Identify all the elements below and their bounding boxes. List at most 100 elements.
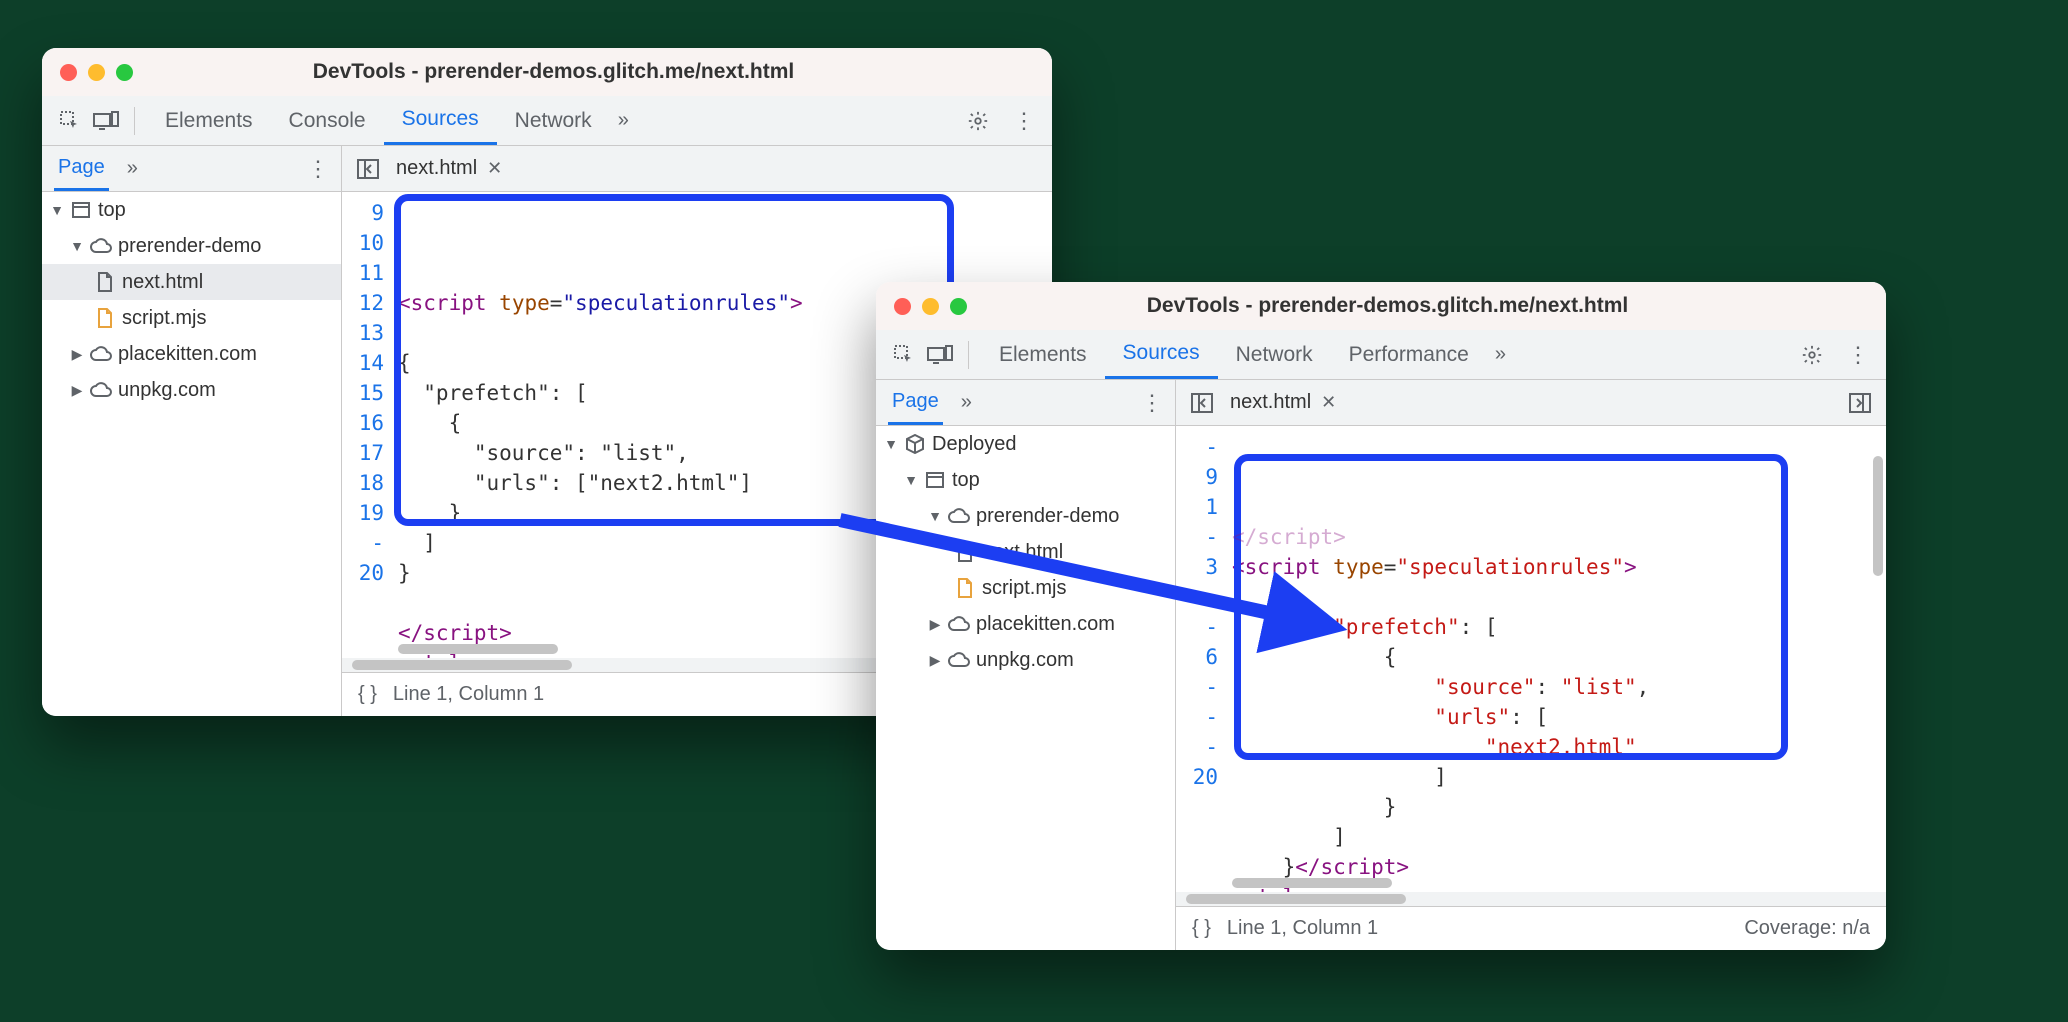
nav-kebab-icon[interactable]: ⋮	[1141, 390, 1163, 416]
panel-tabs: Elements Console Sources Network »	[147, 96, 637, 145]
minimize-icon[interactable]	[922, 298, 939, 315]
separator	[968, 341, 969, 369]
vscroll-thumb[interactable]	[1873, 456, 1883, 576]
cloud-icon	[948, 505, 970, 527]
tree-file-js[interactable]: script.mjs	[876, 570, 1175, 606]
close-tab-icon[interactable]: ✕	[1321, 392, 1336, 413]
device-icon[interactable]	[924, 339, 956, 371]
window-title: DevTools - prerender-demos.glitch.me/nex…	[133, 60, 974, 84]
code-area[interactable]: -91-3--6---20 </script><script type="spe…	[1176, 426, 1886, 892]
tab-network[interactable]: Network	[1218, 330, 1331, 379]
format-icon[interactable]: { }	[358, 683, 377, 706]
tree-file-js[interactable]: script.mjs	[42, 300, 341, 336]
frame-icon	[924, 469, 946, 491]
more-nav-icon[interactable]: »	[953, 391, 980, 414]
separator	[134, 107, 135, 135]
tree-label: top	[952, 469, 980, 492]
sources-subbar: Page » ⋮ next.html ✕	[876, 380, 1886, 426]
tree-label: prerender-demo	[976, 505, 1119, 528]
tree-origin[interactable]: prerender-demo	[42, 228, 341, 264]
tab-elements[interactable]: Elements	[147, 96, 271, 145]
navigator-header: Page » ⋮	[42, 146, 342, 191]
tree-label: script.mjs	[982, 577, 1066, 600]
tree-origin-other[interactable]: placekitten.com	[876, 606, 1175, 642]
file-tab[interactable]: next.html ✕	[1230, 391, 1336, 414]
titlebar: DevTools - prerender-demos.glitch.me/nex…	[876, 282, 1886, 330]
main-area: Deployed top prerender-demo next.html sc…	[876, 426, 1886, 950]
file-icon	[954, 541, 976, 563]
tab-sources[interactable]: Sources	[1105, 330, 1218, 379]
tree-label: unpkg.com	[976, 649, 1074, 672]
tab-sources[interactable]: Sources	[384, 96, 497, 145]
cursor-position: Line 1, Column 1	[1227, 917, 1378, 940]
tree-label: placekitten.com	[118, 343, 257, 366]
tree-origin[interactable]: prerender-demo	[876, 498, 1175, 534]
more-tabs-icon[interactable]: »	[1487, 343, 1514, 366]
window-title: DevTools - prerender-demos.glitch.me/nex…	[967, 294, 1808, 318]
devtools-window-2: DevTools - prerender-demos.glitch.me/nex…	[876, 282, 1886, 950]
file-tree: Deployed top prerender-demo next.html sc…	[876, 426, 1176, 950]
hscroll-thumb[interactable]	[398, 644, 558, 654]
file-tab[interactable]: next.html ✕	[396, 157, 502, 180]
tab-console[interactable]: Console	[271, 96, 384, 145]
inspect-icon[interactable]	[888, 339, 920, 371]
zoom-icon[interactable]	[116, 64, 133, 81]
gear-icon[interactable]	[962, 105, 994, 137]
editor-tabs: next.html ✕	[342, 146, 1052, 191]
device-icon[interactable]	[90, 105, 122, 137]
tree-label: next.html	[982, 541, 1063, 564]
kebab-icon[interactable]: ⋮	[1008, 105, 1040, 137]
more-nav-icon[interactable]: »	[119, 157, 146, 180]
code-content: </script><script type="speculationrules"…	[1228, 426, 1886, 892]
hscroll-thumb[interactable]	[1232, 878, 1392, 888]
line-gutter: -91-3--6---20	[1176, 426, 1228, 892]
cloud-icon	[948, 613, 970, 635]
navigator-header: Page » ⋮	[876, 380, 1176, 425]
tree-origin-other[interactable]: placekitten.com	[42, 336, 341, 372]
close-tab-icon[interactable]: ✕	[487, 158, 502, 179]
tree-label: next.html	[122, 271, 203, 294]
more-tabs-icon[interactable]: »	[610, 109, 637, 132]
zoom-icon[interactable]	[950, 298, 967, 315]
bottom-scrollbar[interactable]	[1176, 892, 1886, 906]
tree-label: prerender-demo	[118, 235, 261, 258]
file-icon	[954, 577, 976, 599]
traffic-lights	[894, 298, 967, 315]
close-icon[interactable]	[894, 298, 911, 315]
tree-label: placekitten.com	[976, 613, 1115, 636]
kebab-icon[interactable]: ⋮	[1842, 339, 1874, 371]
tree-file-html[interactable]: next.html	[876, 534, 1175, 570]
inspect-icon[interactable]	[54, 105, 86, 137]
file-tab-label: next.html	[396, 157, 477, 180]
cube-icon	[904, 433, 926, 455]
close-icon[interactable]	[60, 64, 77, 81]
page-tab[interactable]: Page	[888, 380, 943, 425]
editor-tabs: next.html ✕	[1176, 380, 1886, 425]
file-icon	[94, 307, 116, 329]
file-tree: top prerender-demo next.html script.mjs …	[42, 192, 342, 716]
line-gutter: 910111213141516171819-20	[342, 192, 394, 658]
tree-label: script.mjs	[122, 307, 206, 330]
toggle-navigator-icon[interactable]	[352, 153, 384, 185]
tab-performance[interactable]: Performance	[1331, 330, 1487, 379]
tree-deployed[interactable]: Deployed	[876, 426, 1175, 462]
minimize-icon[interactable]	[88, 64, 105, 81]
tab-network[interactable]: Network	[497, 96, 610, 145]
tree-top[interactable]: top	[42, 192, 341, 228]
format-icon[interactable]: { }	[1192, 917, 1211, 940]
cursor-position: Line 1, Column 1	[393, 683, 544, 706]
coverage-label: Coverage: n/a	[1744, 917, 1870, 940]
cloud-icon	[90, 343, 112, 365]
nav-kebab-icon[interactable]: ⋮	[307, 156, 329, 182]
tree-top[interactable]: top	[876, 462, 1175, 498]
file-icon	[94, 271, 116, 293]
tree-origin-other[interactable]: unpkg.com	[876, 642, 1175, 678]
tree-origin-other[interactable]: unpkg.com	[42, 372, 341, 408]
toggle-navigator-icon[interactable]	[1186, 387, 1218, 419]
tab-elements[interactable]: Elements	[981, 330, 1105, 379]
tree-file-html[interactable]: next.html	[42, 264, 341, 300]
gear-icon[interactable]	[1796, 339, 1828, 371]
page-tab[interactable]: Page	[54, 146, 109, 191]
toggle-debugger-icon[interactable]	[1844, 387, 1876, 419]
statusbar: { } Line 1, Column 1 Coverage: n/a	[1176, 906, 1886, 950]
